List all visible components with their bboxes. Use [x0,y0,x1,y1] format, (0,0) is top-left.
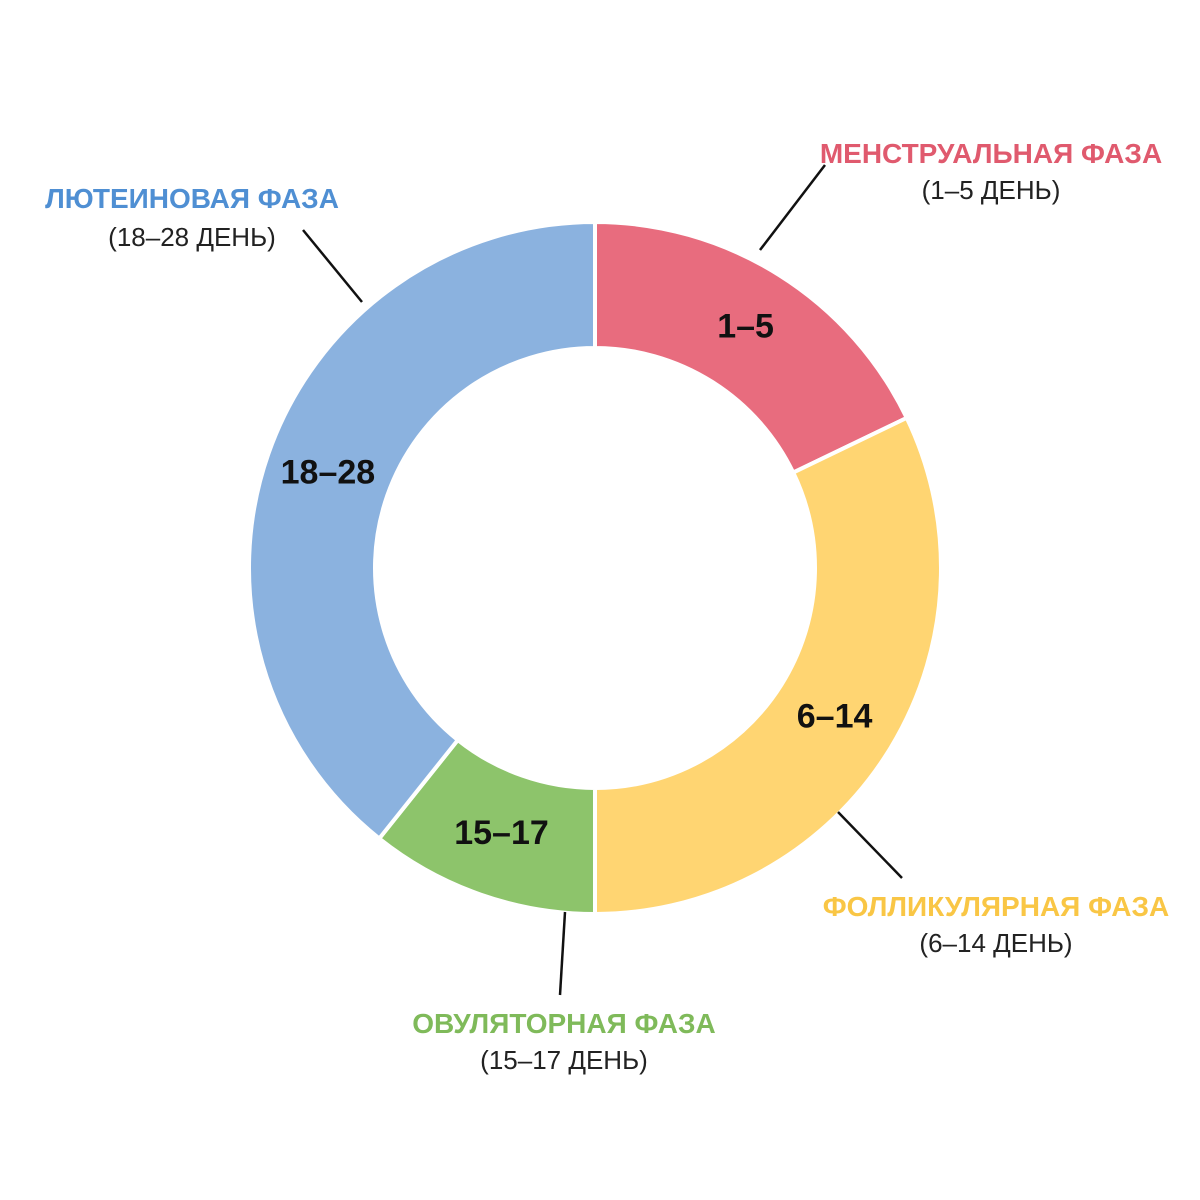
leader-line-follicular [837,811,903,879]
callout-menstrual: МЕНСТРУАЛЬНАЯ ФАЗА (1–5 ДЕНЬ) [820,138,1162,205]
slice-follicular: 6–14 [593,415,943,917]
leader-line-menstrual [759,164,826,251]
phase-name-follicular: ФОЛЛИКУЛЯРНАЯ ФАЗА [823,891,1170,922]
phase-name-menstrual: МЕНСТРУАЛЬНАЯ ФАЗА [820,138,1162,169]
phase-name-luteal: ЛЮТЕИНОВАЯ ФАЗА [45,183,339,214]
callout-ovulatory: ОВУЛЯТОРНАЯ ФАЗА (15–17 ДЕНЬ) [412,1008,715,1075]
phase-name-ovulatory: ОВУЛЯТОРНАЯ ФАЗА [412,1008,715,1039]
slice-arc-follicular [593,415,943,917]
slice-luteal: 18–28 [247,219,597,842]
slice-menstrual: 1–5 [593,219,910,476]
slice-label-follicular: 6–14 [797,698,873,736]
leader-line-luteal [302,229,363,303]
phase-days-follicular: (6–14 ДЕНЬ) [919,928,1072,958]
leader-line-ovulatory [558,911,567,996]
slice-arc-menstrual [593,219,910,476]
slice-arc-luteal [247,219,597,842]
slice-label-menstrual: 1–5 [717,307,774,345]
slice-label-luteal: 18–28 [281,453,376,491]
phase-days-luteal: (18–28 ДЕНЬ) [108,222,276,252]
callout-follicular: ФОЛЛИКУЛЯРНАЯ ФАЗА (6–14 ДЕНЬ) [823,891,1170,958]
slice-label-ovulatory: 15–17 [454,814,549,852]
callout-luteal: ЛЮТЕИНОВАЯ ФАЗА (18–28 ДЕНЬ) [45,183,339,252]
phase-days-menstrual: (1–5 ДЕНЬ) [922,175,1061,205]
phase-days-ovulatory: (15–17 ДЕНЬ) [480,1045,648,1075]
